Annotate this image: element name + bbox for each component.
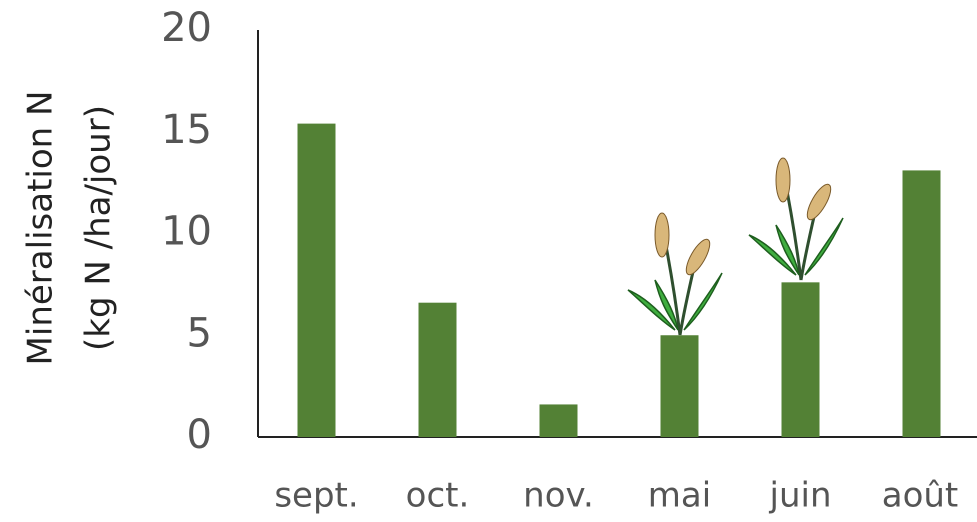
y-axis-label: (kg N /ha/jour) bbox=[79, 105, 119, 351]
bar bbox=[661, 335, 699, 437]
bar bbox=[298, 124, 336, 437]
x-tick-label: août bbox=[882, 476, 959, 516]
y-tick-label: 5 bbox=[187, 310, 212, 356]
bar bbox=[419, 303, 457, 437]
y-axis-label: Minéralisation N bbox=[21, 91, 61, 366]
x-tick-label: sept. bbox=[274, 476, 358, 516]
chart: Minéralisation N (kg N /ha/jour) 0 5 10 15 2… bbox=[0, 0, 977, 522]
x-tick-label: juin bbox=[769, 476, 832, 516]
y-tick-label: 20 bbox=[161, 5, 212, 51]
y-tick-label: 15 bbox=[161, 107, 212, 153]
wheat-icon bbox=[628, 213, 722, 335]
y-tick-label: 0 bbox=[187, 412, 212, 458]
page: Minéralisation N (kg N /ha/jour) 0 5 10 15 2… bbox=[0, 0, 977, 522]
x-tick-label: oct. bbox=[406, 476, 470, 516]
bar bbox=[540, 404, 578, 437]
wheat-icon bbox=[749, 158, 843, 280]
x-tick-label: mai bbox=[648, 476, 711, 516]
bar bbox=[903, 170, 941, 437]
y-tick-label: 10 bbox=[161, 209, 212, 255]
x-tick-label: nov. bbox=[523, 476, 594, 516]
bar bbox=[782, 282, 820, 437]
